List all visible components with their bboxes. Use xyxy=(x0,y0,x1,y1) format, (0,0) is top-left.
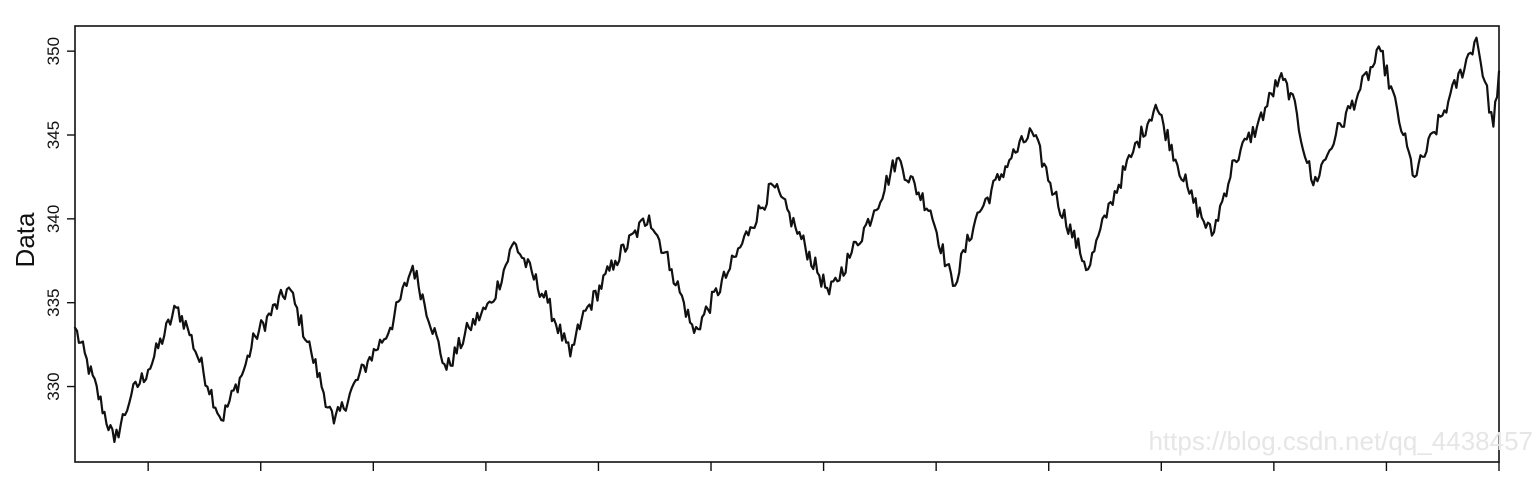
y-tick-label-345: 345 xyxy=(44,121,63,149)
y-tick-label-330: 330 xyxy=(44,372,63,400)
y-tick-label-335: 335 xyxy=(44,289,63,317)
y-tick-label-340: 340 xyxy=(44,205,63,233)
plot-frame xyxy=(74,25,1500,463)
watermark-text: https://blog.csdn.net/qq_4438457 xyxy=(1148,426,1533,456)
y-tick-label-350: 350 xyxy=(44,37,63,65)
y-axis-label: Data xyxy=(10,212,40,267)
series-line-0 xyxy=(73,36,1501,443)
plot-area: 330 335 340 345 350 xyxy=(44,25,1501,471)
